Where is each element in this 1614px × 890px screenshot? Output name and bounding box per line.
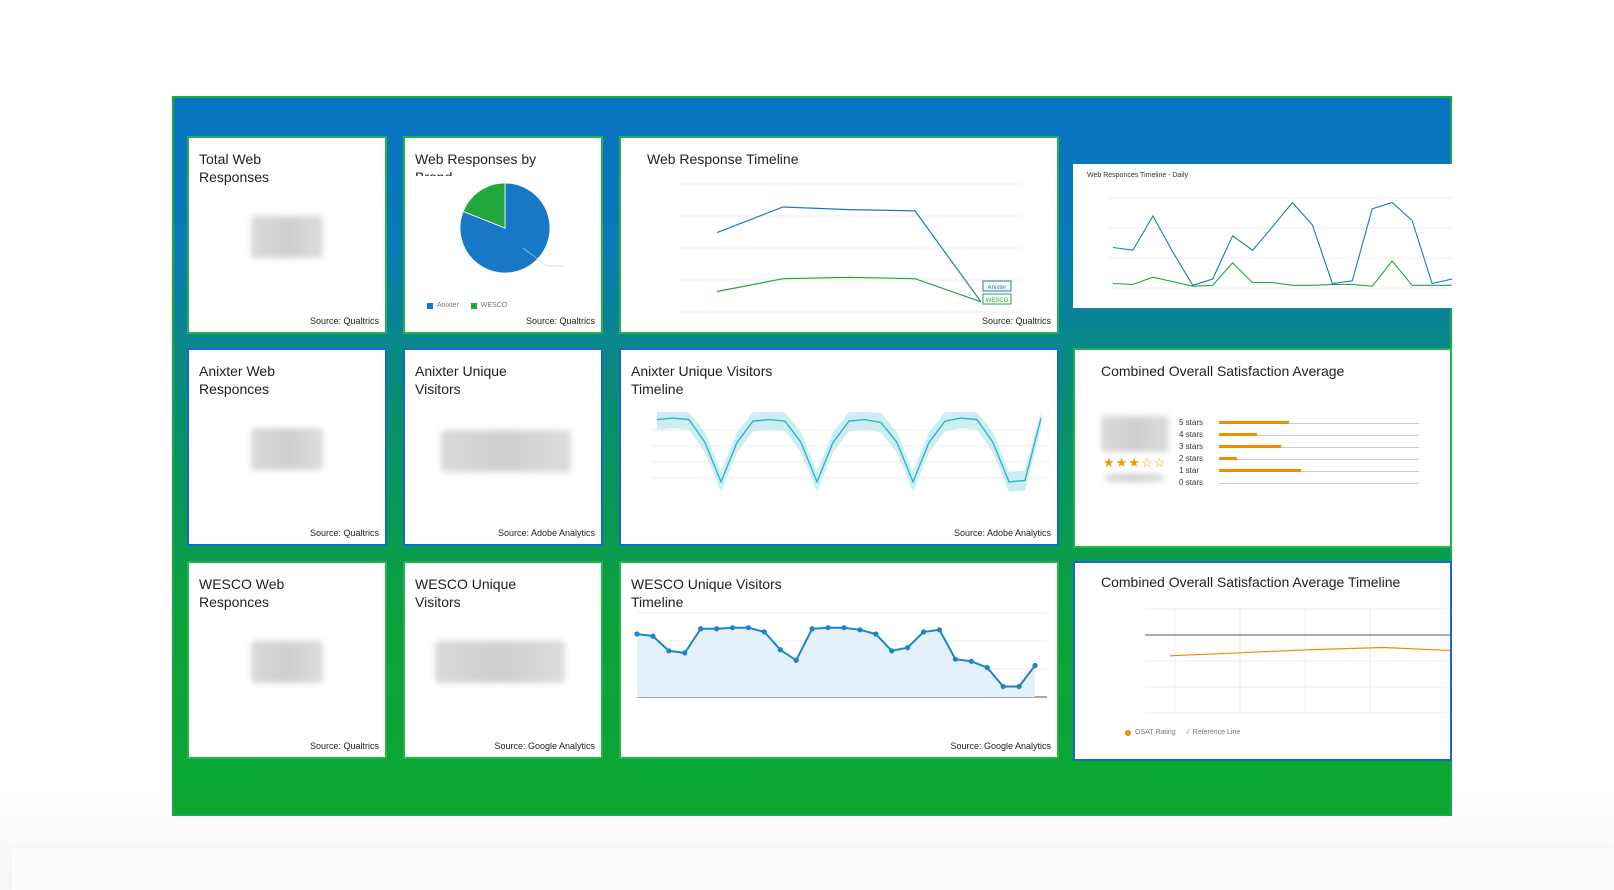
blurred-metric-value: [435, 641, 565, 683]
rating-track: [1219, 435, 1419, 436]
tile-title: Anixter Web Responces: [199, 363, 275, 397]
daily-timeline-chart: [1109, 197, 1452, 289]
rating-track: [1219, 423, 1419, 424]
rating-label: 4 stars: [1179, 430, 1204, 439]
blurred-metric-value: [1101, 416, 1169, 452]
wesco-visitors-line: [636, 626, 1036, 688]
tile-wesco-unique-visitors[interactable]: WESCO Unique Visitors Source: Google Ana…: [403, 561, 603, 759]
legend-swatch-osat: [1125, 729, 1131, 736]
rating-bar: [1219, 457, 1237, 460]
tile-title: WESCO Web Responces: [199, 576, 285, 610]
tile-wesco-unique-visitors-timeline[interactable]: WESCO Unique Visitors Timeline Source: G…: [619, 561, 1059, 759]
tile-title: Web Response Timeline: [647, 151, 799, 167]
tile-title: WESCO Unique Visitors Timeline: [631, 576, 782, 610]
blurred-metric-value: [251, 428, 323, 470]
rating-label: 0 stars: [1179, 478, 1204, 487]
rating-label: 1 star: [1179, 466, 1200, 475]
legend-label-reference: Reference Line: [1192, 729, 1241, 736]
tile-source: Source: Qualtrics: [309, 741, 379, 751]
tile-wesco-web-responses[interactable]: WESCO Web Responces Source: Qualtrics: [187, 561, 387, 759]
anixter-confidence-band: [657, 412, 1041, 492]
tile-anixter-unique-visitors-timeline[interactable]: Anixter Unique Visitors Timeline Source:…: [619, 348, 1059, 546]
lower-panel: [12, 848, 1614, 890]
legend-label-wesco: WESCO: [480, 302, 508, 309]
tile-source: Source: Qualtrics: [981, 316, 1051, 326]
tile-title: Combined Overall Satisfaction Average Ti…: [1101, 574, 1401, 590]
line-anixter: [716, 206, 982, 303]
tile-title: Combined Overall Satisfaction Average: [1101, 363, 1345, 379]
wesco-visitors-area: [637, 627, 1035, 697]
tile-source: Source: Google Analytics: [494, 741, 595, 751]
line-wesco: [716, 276, 982, 303]
tile-web-responses-by-brand[interactable]: Web Responses by Brand Anixter WESCO Sou…: [403, 136, 603, 334]
rating-bar: [1219, 469, 1301, 472]
tile-title: Anixter Unique Visitors: [415, 363, 507, 397]
osat-rating-line: [1169, 646, 1450, 657]
blurred-metric-value: [441, 430, 571, 472]
rating-bar: [1219, 445, 1281, 448]
rating-label: 3 stars: [1179, 442, 1204, 451]
pie-slice-anixter: [459, 182, 551, 274]
legend-label-anixter: Anixter: [437, 302, 459, 309]
daily-line-wesco: [1112, 260, 1452, 287]
legend-swatch-reference: ⁄: [1187, 729, 1189, 736]
tile-web-response-timeline[interactable]: Web Response Timeline Anixter WESCO Sour…: [619, 136, 1059, 334]
tile-title: Total Web Responses: [199, 151, 270, 185]
satisfaction-timeline-chart: [1145, 607, 1450, 714]
wesco-visitors-chart: [634, 612, 1047, 698]
tile-title: Web Responses by Brand: [415, 151, 537, 176]
dashboard-canvas: Total Web Responses Source: Qualtrics We…: [172, 96, 1452, 816]
blurred-metric-value: [251, 641, 323, 683]
tile-source: Source: Google Analytics: [950, 741, 1051, 751]
star-rating: ★★★☆☆: [1103, 455, 1167, 470]
rating-row: 1 star: [1179, 466, 1450, 478]
rating-label: 2 stars: [1179, 454, 1204, 463]
rating-row: 2 stars: [1179, 454, 1450, 466]
anixter-visitors-line: [656, 417, 1042, 484]
series-label-anixter: Anixter: [988, 285, 1007, 291]
tile-title: WESCO Unique Visitors: [415, 576, 517, 610]
tile-title: Web Responces Timeline - Daily: [1087, 172, 1189, 179]
tile-source: Source: Qualtrics: [309, 528, 379, 538]
rating-row: 4 stars: [1179, 430, 1450, 442]
rating-track: [1219, 483, 1419, 484]
tile-source: Source: Adobe Analytics: [953, 528, 1051, 538]
rating-label: 5 stars: [1179, 418, 1204, 427]
rating-bar: [1219, 433, 1257, 436]
rating-row: 3 stars: [1179, 442, 1450, 454]
tile-web-responses-timeline-daily[interactable]: Web Responces Timeline - Daily: [1073, 164, 1452, 308]
pie-legend: Anixter WESCO: [427, 302, 507, 309]
tile-combined-satisfaction-average[interactable]: Combined Overall Satisfaction Average ★★…: [1073, 348, 1452, 548]
legend-swatch-wesco: [470, 302, 477, 309]
rating-row: 5 stars: [1179, 418, 1450, 430]
legend-swatch-anixter: [427, 302, 433, 309]
tile-title: Anixter Unique Visitors Timeline: [631, 363, 773, 397]
tile-source: Source: Adobe Analytics: [497, 528, 595, 538]
tile-source: Source: Qualtrics: [525, 316, 595, 326]
pie-chart: [459, 182, 563, 274]
tile-source: Source: Qualtrics: [309, 316, 379, 326]
rating-track: [1219, 459, 1419, 460]
tile-combined-satisfaction-timeline[interactable]: Combined Overall Satisfaction Average Ti…: [1073, 561, 1452, 761]
satisfaction-legend: OSAT Rating ⁄ Reference Line: [1125, 729, 1240, 736]
pie-slice-wesco: [462, 182, 506, 229]
daily-line-anixter: [1112, 201, 1452, 286]
tile-anixter-web-responses[interactable]: Anixter Web Responces Source: Qualtrics: [187, 348, 387, 546]
anixter-visitors-chart: [651, 412, 1047, 492]
blurred-metric-value: [251, 216, 323, 258]
rating-track: [1219, 447, 1419, 448]
series-label-wesco: WESCO: [986, 298, 1009, 304]
rating-track: [1219, 471, 1419, 472]
rating-row: 0 stars: [1179, 478, 1450, 490]
tile-total-web-responses[interactable]: Total Web Responses Source: Qualtrics: [187, 136, 387, 334]
blurred-response-count: [1105, 474, 1163, 482]
tile-anixter-unique-visitors[interactable]: Anixter Unique Visitors Source: Adobe An…: [403, 348, 603, 546]
legend-label-osat: OSAT Rating: [1135, 729, 1176, 736]
rating-bar: [1219, 421, 1289, 424]
timeline-chart: Anixter WESCO: [681, 183, 1021, 313]
